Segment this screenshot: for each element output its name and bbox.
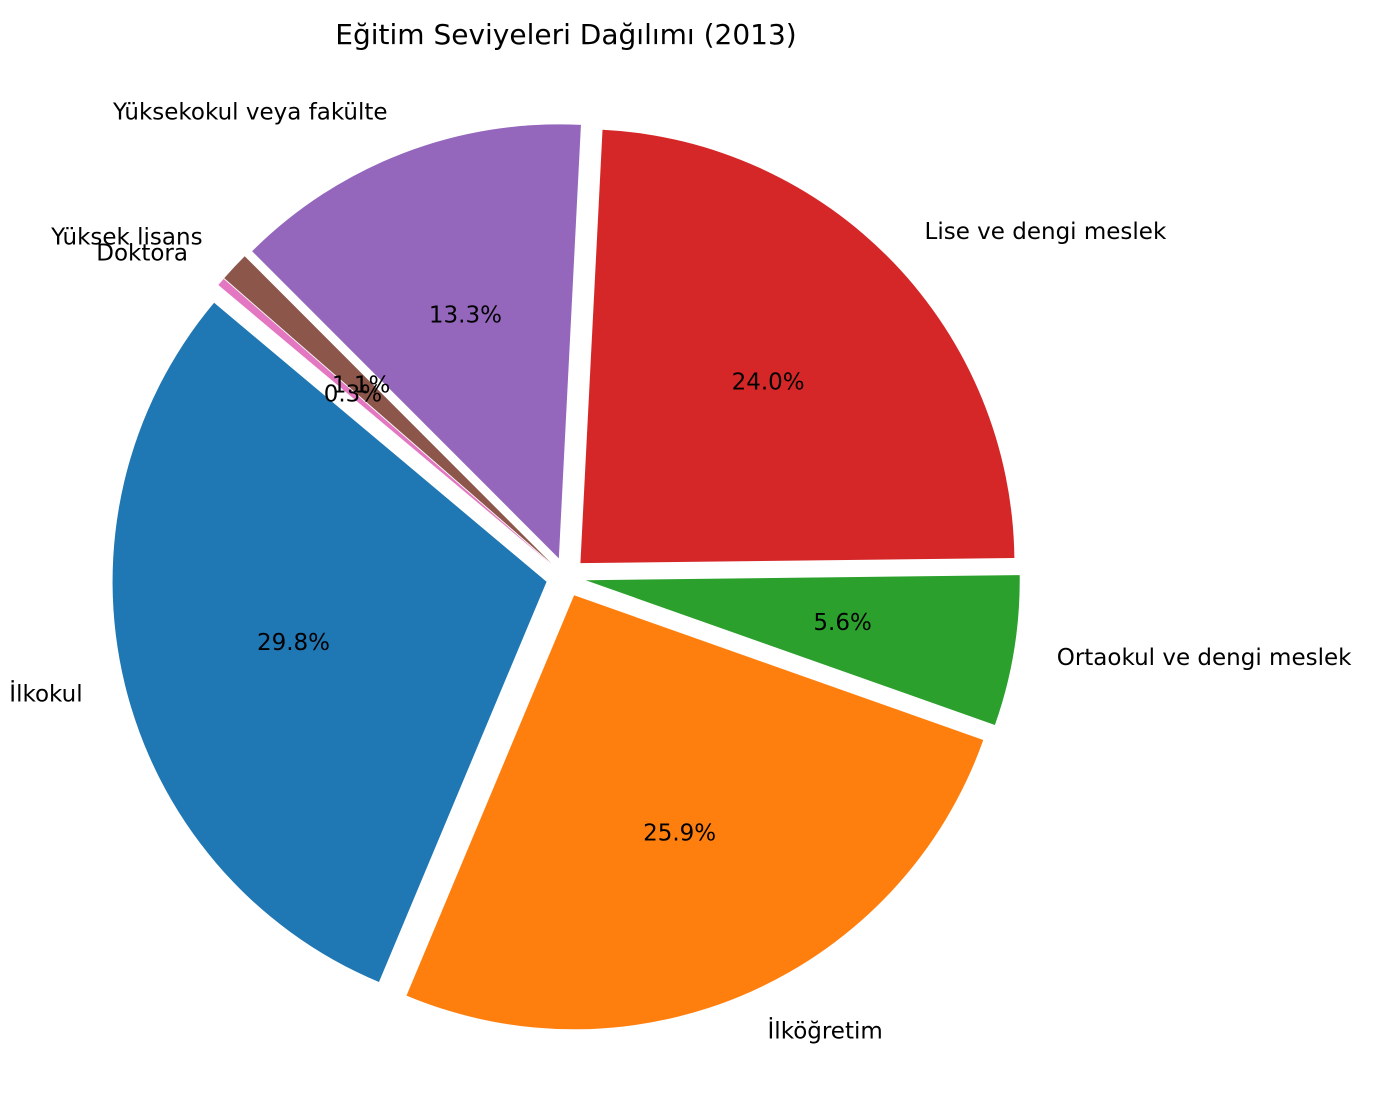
slice-label-lise-ve-dengi-meslek: Lise ve dengi meslek bbox=[925, 219, 1167, 245]
pie-slice-i-lkokul bbox=[112, 302, 547, 983]
slice-label-yuksekokul-veya-fakulte: Yüksekokul veya fakülte bbox=[112, 100, 388, 126]
slice-label-ortaokul-ve-dengi-meslek: Ortaokul ve dengi meslek bbox=[1057, 645, 1352, 671]
pct-label-i-lkogretim: 25.9% bbox=[643, 820, 716, 846]
slice-label-yuksek-lisans: Yüksek lisans bbox=[50, 224, 203, 250]
pct-label-doktora: 0.3% bbox=[324, 382, 382, 408]
pie-slice-doktora bbox=[218, 278, 551, 565]
pie-labels: İlkokul 29.8% İlköğretim 25.9% Ortaokul ve d… bbox=[9, 100, 1352, 1045]
slice-label-i-lkogretim: İlköğretim bbox=[768, 1017, 883, 1045]
pie-slice-lise-ve-dengi-meslek bbox=[580, 129, 1015, 564]
pct-label-lise-ve-dengi-meslek: 24.0% bbox=[732, 370, 805, 396]
pct-label-i-lkokul: 29.8% bbox=[257, 630, 330, 656]
pie-slice-i-lkogretim bbox=[406, 595, 984, 1030]
pie-slice-yuksekokul-veya-fakulte bbox=[252, 124, 581, 559]
pct-label-ortaokul-ve-dengi-meslek: 5.6% bbox=[813, 610, 871, 636]
slice-label-doktora: Doktora bbox=[96, 241, 188, 267]
slice-label-i-lkokul: İlkokul bbox=[9, 679, 82, 707]
pct-label-yuksekokul-veya-fakulte: 13.3% bbox=[429, 302, 502, 328]
pie-slice-ortaokul-ve-dengi-meslek bbox=[585, 575, 1020, 725]
pie-slices bbox=[112, 124, 1020, 1030]
chart-title: Eğitim Seviyeleri Dağılımı (2013) bbox=[335, 18, 796, 51]
pct-label-yuksek-lisans: 1.1% bbox=[332, 373, 390, 399]
pie-slice-yuksek-lisans bbox=[224, 256, 552, 564]
